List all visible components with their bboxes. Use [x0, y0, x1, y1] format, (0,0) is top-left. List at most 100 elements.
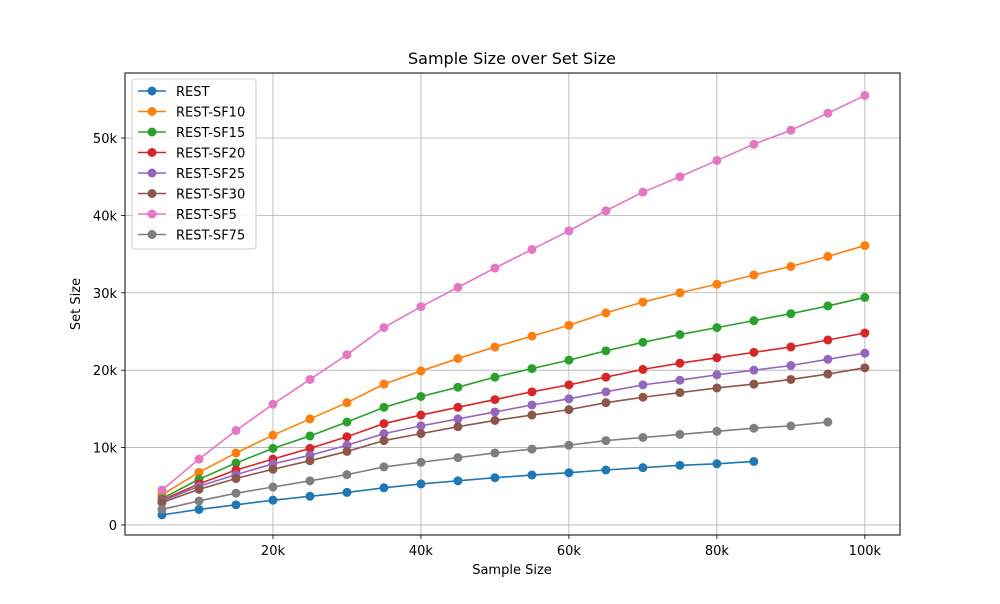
legend-item: REST-SF20 — [138, 147, 245, 162]
data-point — [231, 426, 241, 436]
data-point — [268, 495, 278, 505]
x-tick-label: 60k — [557, 544, 582, 559]
data-point — [194, 484, 204, 494]
data-point — [601, 346, 611, 356]
data-point — [712, 459, 722, 469]
data-point — [712, 323, 722, 333]
data-point — [490, 415, 500, 425]
legend-swatch-marker — [147, 230, 157, 239]
data-point — [194, 454, 204, 464]
data-point — [453, 422, 463, 432]
data-point — [268, 430, 278, 440]
data-point — [823, 354, 833, 364]
legend-label: REST-SF5 — [176, 208, 237, 223]
data-point — [860, 348, 870, 358]
data-point — [416, 366, 426, 376]
data-point — [379, 429, 389, 439]
data-point — [564, 440, 574, 450]
data-point — [675, 172, 685, 182]
data-point — [416, 479, 426, 489]
data-point — [157, 485, 167, 495]
legend-label: REST-SF30 — [176, 188, 245, 203]
legend-swatch-marker — [147, 168, 157, 178]
data-point — [675, 429, 685, 439]
data-point — [453, 476, 463, 486]
x-axis-label: Sample Size — [472, 563, 552, 578]
series-line — [161, 421, 828, 511]
data-point — [231, 448, 241, 458]
y-tick-label: 40k — [93, 209, 118, 224]
data-point — [638, 463, 648, 473]
legend-item: REST-SF75 — [138, 229, 245, 244]
y-tick-label: 30k — [93, 287, 118, 302]
data-point — [638, 297, 648, 307]
data-point — [712, 353, 722, 363]
legend-label: REST-SF15 — [176, 126, 245, 141]
data-point — [527, 444, 537, 454]
data-point — [675, 388, 685, 398]
data-point — [638, 337, 648, 347]
legend-swatch-marker — [147, 209, 157, 219]
data-point — [453, 414, 463, 424]
data-point — [453, 402, 463, 412]
legend-label: REST — [176, 85, 209, 100]
data-point — [712, 155, 722, 165]
data-point — [564, 355, 574, 365]
data-point — [860, 90, 870, 100]
data-point — [416, 391, 426, 401]
legend-item: REST-SF25 — [138, 167, 245, 182]
data-point — [342, 398, 352, 408]
data-point — [823, 369, 833, 379]
data-point — [453, 382, 463, 392]
series-rest-sf75 — [157, 417, 833, 514]
data-point — [860, 363, 870, 373]
data-point — [823, 301, 833, 311]
data-point — [268, 482, 278, 492]
legend-swatch-marker — [147, 86, 157, 96]
x-tick-label: 40k — [409, 544, 434, 559]
data-point — [379, 483, 389, 493]
data-point — [268, 399, 278, 409]
data-point — [712, 426, 722, 436]
data-point — [527, 364, 537, 374]
data-point — [786, 342, 796, 352]
legend-item: REST-SF30 — [138, 188, 245, 203]
data-point — [305, 431, 315, 441]
data-point — [305, 491, 315, 501]
series-line — [161, 94, 866, 491]
data-point — [379, 419, 389, 429]
data-point — [786, 374, 796, 384]
data-point — [823, 108, 833, 118]
data-point — [342, 487, 352, 497]
data-point — [601, 465, 611, 475]
data-point — [749, 316, 759, 326]
x-tick-label: 20k — [261, 544, 286, 559]
data-point — [379, 462, 389, 472]
data-point — [564, 226, 574, 236]
data-point — [527, 410, 537, 420]
data-point — [379, 436, 389, 446]
data-point — [157, 504, 167, 514]
data-point — [749, 456, 759, 466]
data-point — [564, 468, 574, 478]
y-tick-label: 0 — [109, 519, 117, 534]
chart-title: Sample Size over Set Size — [408, 49, 616, 68]
data-point — [527, 244, 537, 254]
data-point — [268, 464, 278, 474]
data-point — [601, 387, 611, 397]
data-point — [490, 473, 500, 483]
legend-box — [131, 78, 257, 250]
data-point — [416, 429, 426, 439]
data-point — [416, 421, 426, 431]
data-point — [490, 395, 500, 405]
legend-label: REST-SF75 — [176, 229, 245, 244]
data-point — [342, 440, 352, 450]
legend-item: REST — [138, 85, 209, 100]
data-point — [342, 417, 352, 427]
data-point — [453, 282, 463, 292]
data-point — [416, 410, 426, 420]
y-axis-label: Set Size — [69, 278, 84, 330]
series-line — [161, 244, 866, 496]
data-point — [527, 400, 537, 410]
